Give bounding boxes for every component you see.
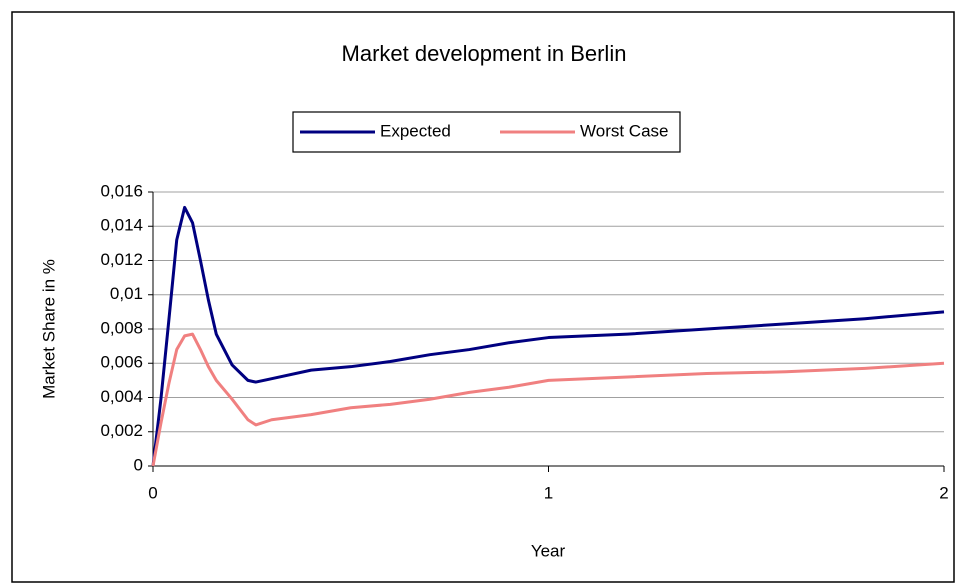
chart-title: Market development in Berlin [342, 41, 627, 66]
series-line [151, 205, 945, 467]
y-tick-label: 0,006 [100, 353, 143, 372]
y-tick-label: 0,014 [100, 216, 143, 235]
y-tick-label: 0,004 [100, 387, 143, 406]
y-tick-label: 0,002 [100, 421, 143, 440]
y-tick-label: 0 [134, 455, 143, 474]
x-tick-label: 0 [148, 483, 157, 502]
y-axis-label: Market Share in % [39, 259, 58, 399]
y-tick-label: 0,008 [100, 318, 143, 337]
y-tick-label: 0,016 [100, 181, 143, 200]
y-tick-label: 0,012 [100, 250, 143, 269]
series-line [151, 332, 945, 467]
x-axis-label: Year [531, 541, 566, 560]
x-tick-label: 1 [544, 483, 553, 502]
chart-frame [11, 11, 955, 583]
legend-label: Worst Case [580, 121, 669, 140]
x-tick-label: 2 [939, 483, 948, 502]
y-tick-label: 0,01 [110, 284, 143, 303]
legend-label: Expected [380, 121, 451, 140]
